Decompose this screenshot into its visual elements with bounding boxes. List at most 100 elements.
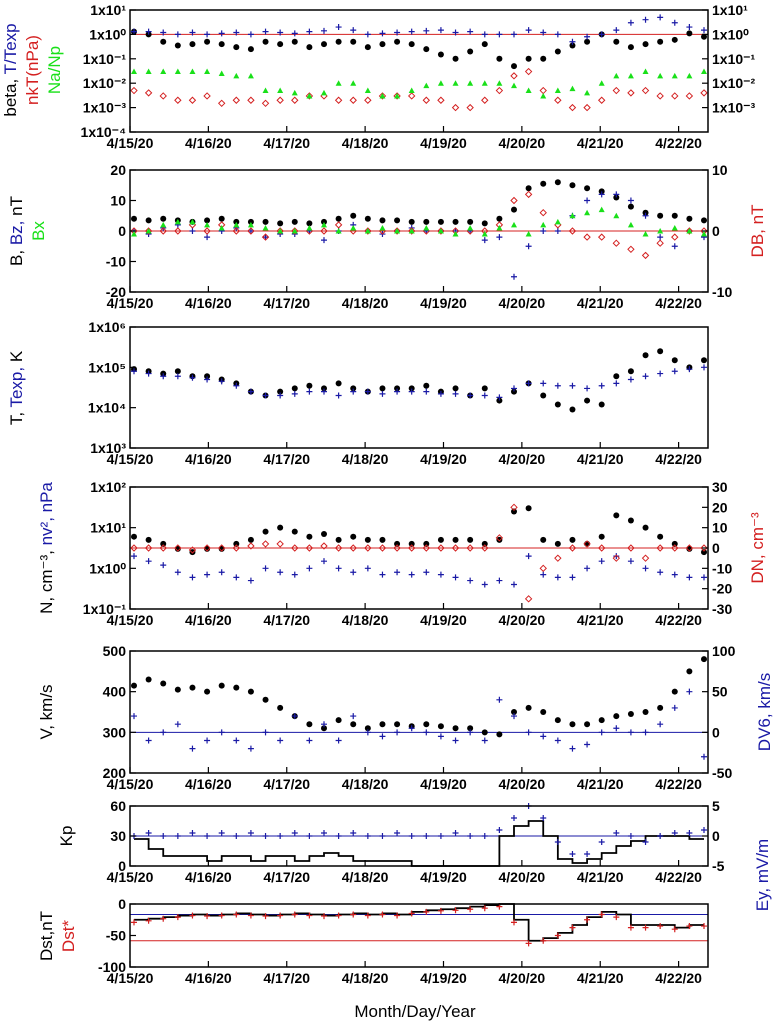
y-tick-label: 1x10⁻³ — [712, 100, 756, 116]
data-point — [262, 218, 269, 225]
x-tick-label: 4/16/20 — [185, 295, 232, 311]
data-point — [379, 224, 386, 231]
data-point — [204, 688, 211, 695]
data-point — [144, 89, 153, 97]
data-point — [481, 385, 488, 392]
data-point — [627, 368, 634, 375]
data-point — [627, 221, 634, 228]
series-2 — [131, 553, 707, 588]
data-point — [701, 27, 707, 34]
data-point — [452, 536, 459, 543]
data-point — [174, 31, 181, 38]
y-axis-label-part: T/Texp — [1, 23, 20, 74]
data-point — [539, 564, 547, 573]
data-point — [671, 72, 678, 79]
data-point — [511, 815, 517, 821]
y-tick-label: 30 — [110, 828, 126, 844]
y-tick-label: -10 — [712, 284, 732, 300]
data-point — [350, 27, 357, 34]
data-point — [467, 577, 474, 584]
data-point — [262, 913, 269, 920]
y-tick-label: 1x10² — [90, 479, 126, 495]
data-point — [452, 907, 459, 914]
x-tick-label: 4/15/20 — [107, 869, 154, 885]
data-point — [701, 231, 707, 237]
data-point — [364, 388, 371, 395]
y-tick-label: 60 — [110, 798, 126, 814]
data-point — [174, 42, 181, 49]
data-point — [437, 390, 444, 397]
x-tick-label: 4/19/20 — [420, 135, 467, 151]
data-point — [613, 373, 620, 380]
y-axis-label: N, cm⁻³, nv², nPa — [37, 482, 56, 614]
data-point — [510, 72, 518, 80]
data-point — [335, 380, 342, 387]
data-point — [379, 733, 386, 740]
data-point — [598, 717, 605, 724]
data-point — [452, 725, 459, 732]
data-point — [394, 830, 401, 836]
data-point — [291, 544, 299, 552]
data-point — [218, 545, 225, 552]
data-point — [394, 29, 401, 36]
data-point — [627, 544, 635, 552]
data-point — [540, 392, 547, 399]
data-point — [671, 92, 679, 100]
data-point — [584, 38, 591, 45]
data-point — [685, 544, 694, 552]
y-tick-label: 10 — [712, 162, 728, 178]
data-point — [701, 68, 707, 75]
data-point — [525, 704, 532, 711]
data-point — [481, 544, 489, 552]
data-point — [233, 382, 240, 389]
x-tick-label: 4/17/20 — [263, 295, 310, 311]
data-point — [511, 31, 517, 38]
data-point — [540, 380, 547, 387]
data-point — [685, 92, 694, 100]
data-point — [598, 206, 605, 213]
series-2 — [131, 364, 707, 401]
series-2 — [131, 903, 707, 947]
data-point — [657, 923, 664, 930]
data-point — [247, 228, 254, 234]
data-point — [204, 376, 211, 383]
data-point — [204, 833, 211, 839]
data-point — [204, 234, 211, 241]
data-point — [613, 380, 620, 387]
data-point — [334, 96, 343, 104]
data-point — [145, 917, 152, 924]
data-point — [189, 41, 196, 48]
x-tick-label: 4/21/20 — [577, 869, 624, 885]
x-tick-label: 4/15/20 — [107, 135, 154, 151]
y-tick-label: -20 — [712, 581, 732, 597]
data-point — [657, 569, 664, 576]
y-tick-label: 300 — [103, 724, 127, 740]
y-tick-label: -100 — [98, 959, 126, 975]
data-point — [189, 830, 196, 836]
data-point — [657, 370, 664, 377]
data-point — [364, 544, 372, 552]
data-point — [160, 373, 167, 380]
data-point — [218, 378, 225, 385]
data-point — [452, 574, 459, 581]
x-tick-label: 4/19/20 — [420, 451, 467, 467]
data-point — [277, 569, 284, 576]
y-tick-label: 10 — [110, 193, 126, 209]
data-point — [131, 682, 137, 689]
x-tick-label: 4/19/20 — [420, 612, 467, 628]
data-point — [554, 540, 561, 547]
data-point — [262, 234, 269, 241]
y-axis-label-part: V, km/s — [37, 684, 56, 739]
data-point — [642, 729, 649, 736]
y-axis-label: nkT(nPa) — [23, 35, 42, 105]
data-point — [174, 914, 181, 921]
data-point — [247, 96, 255, 104]
data-point — [393, 544, 401, 552]
data-point — [657, 212, 664, 219]
data-point — [174, 373, 181, 380]
data-point — [467, 28, 474, 35]
data-point — [306, 220, 313, 227]
data-point — [379, 390, 386, 397]
data-point — [437, 571, 444, 578]
